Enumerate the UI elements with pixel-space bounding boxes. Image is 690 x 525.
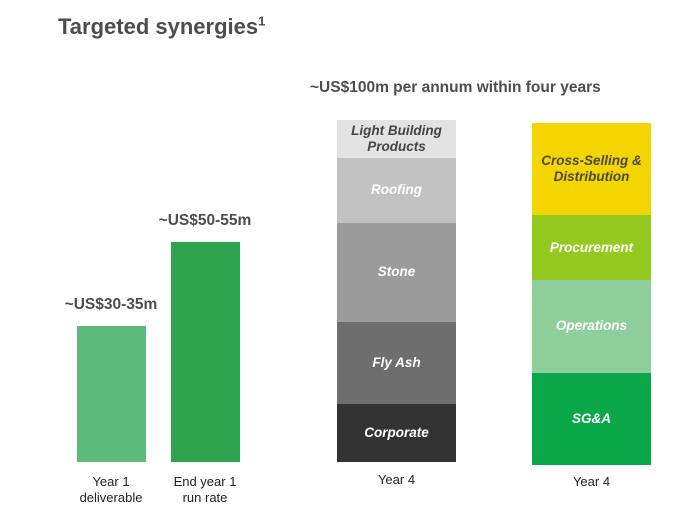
bar-2 [170,241,240,462]
x-category-line: deliverable [79,490,143,505]
x-category-label-2: End year 1 run rate [150,474,260,506]
stack-2-category-label: Year 4 [572,474,611,489]
stack-2-segment-procurement: Procurement [532,215,651,281]
stack-2-segment-cross-selling-distribution: Cross-Selling & Distribution [532,123,651,216]
stack-1-segment-light-building-products: Light Building Products [337,120,456,158]
stack-2-segment-sg-a: SG&A [532,372,651,465]
bar-1 [76,325,146,462]
chart-subtitle: ~US$100m per annum within four years [310,79,601,96]
stack-1-category-label: Year 4 [377,472,416,487]
stack-1-segment-roofing: Roofing [337,157,456,223]
footnote-marker: 1 [258,13,266,29]
x-category-line: run rate [182,490,228,505]
stack-2-segment-operations: Operations [532,280,651,373]
x-category-line: Year 1 [92,474,130,489]
page-title: Targeted synergies1 [58,13,266,39]
stack-1-segment-corporate: Corporate [337,403,456,462]
x-category-label-1: Year 1 deliverable [56,474,166,506]
bar-value-label-2: ~US$50-55m [158,211,252,229]
bar-value-label-1: ~US$30-35m [64,295,158,313]
stack-1-segment-fly-ash: Fly Ash [337,321,456,404]
stack-1-segment-stone: Stone [337,222,456,322]
x-category-line: End year 1 [173,474,237,489]
